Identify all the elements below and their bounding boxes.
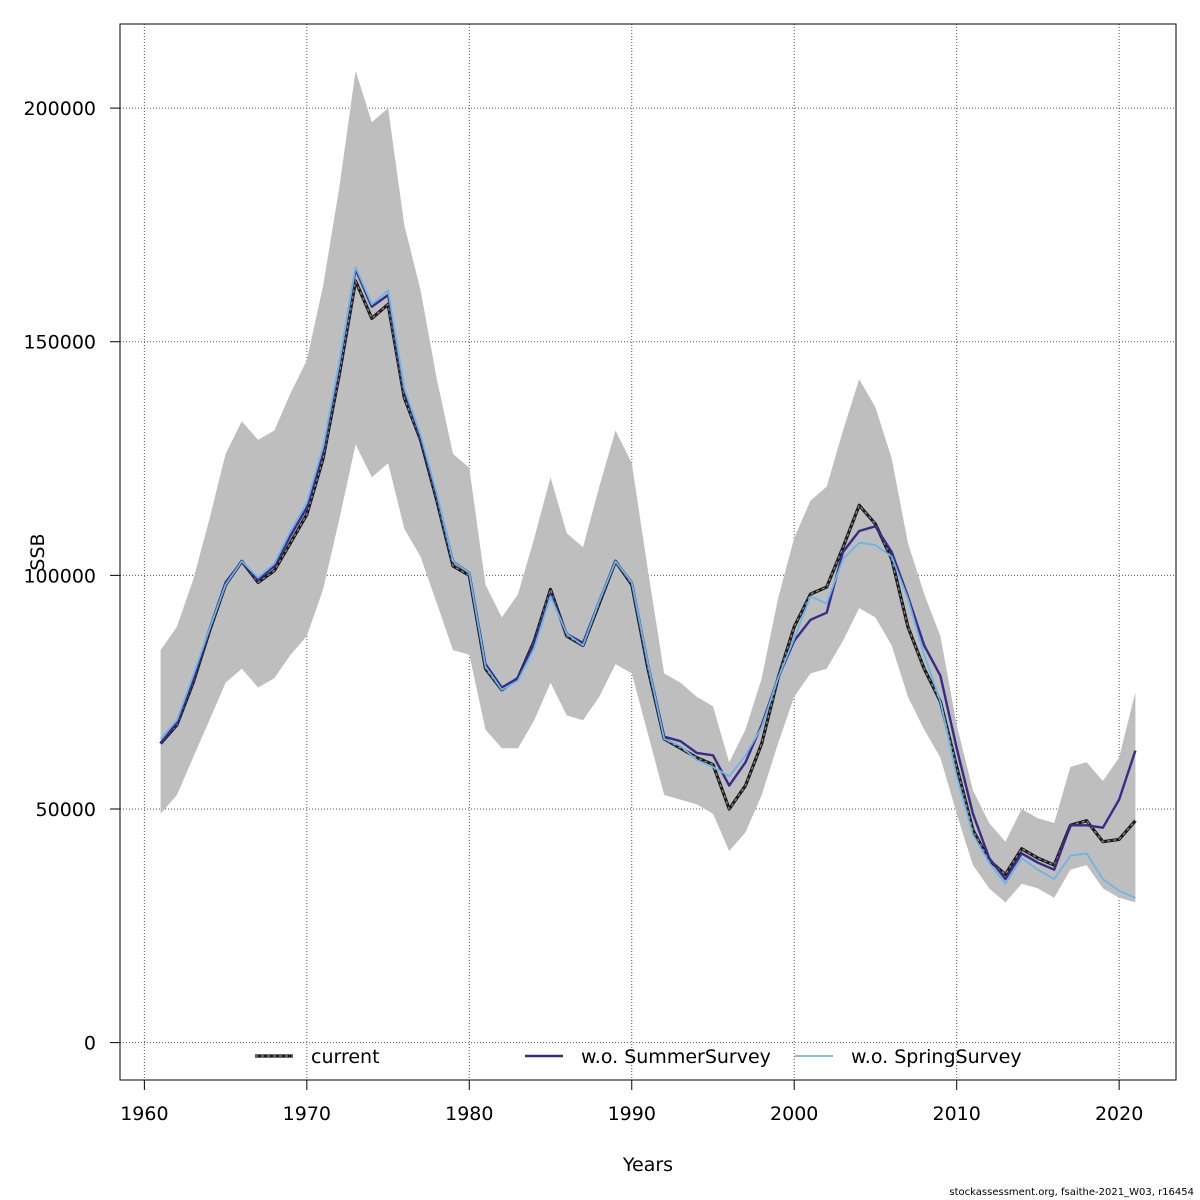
y-tick-label: 100000 [23, 565, 96, 587]
series-lines [159, 266, 1137, 899]
legend: current w.o. SummerSurvey w.o. SpringSurve… [255, 1046, 1022, 1068]
x-tick-label: 2020 [1095, 1103, 1143, 1125]
y-axis: 0 50000 100000 150000 200000 [23, 98, 121, 1055]
legend-label-1: current [311, 1046, 380, 1068]
legend-label-2: w.o. SummerSurvey [581, 1046, 771, 1068]
legend-label-3: w.o. SpringSurvey [851, 1046, 1022, 1068]
footer-credit: stockassessment.org, fsaithe-2021_W03, r… [949, 1187, 1194, 1198]
x-axis: 1960 1970 1980 1990 2000 2010 2020 [120, 1079, 1143, 1125]
x-tick-label: 1990 [608, 1103, 656, 1125]
x-tick-label: 2000 [770, 1103, 818, 1125]
x-tick-label: 1980 [445, 1103, 493, 1125]
x-tick-label: 2010 [932, 1103, 980, 1125]
y-tick-label: 200000 [23, 98, 96, 120]
y-axis-title: SSB [27, 533, 49, 570]
series-line-3 [159, 266, 1136, 899]
confidence-band [160, 70, 1136, 903]
x-tick-label: 1970 [283, 1103, 331, 1125]
x-tick-label: 1960 [120, 1103, 168, 1125]
x-axis-title: Years [622, 1154, 673, 1176]
y-tick-label: 150000 [23, 332, 96, 354]
y-tick-label: 0 [84, 1033, 96, 1055]
y-tick-label: 50000 [36, 799, 96, 821]
